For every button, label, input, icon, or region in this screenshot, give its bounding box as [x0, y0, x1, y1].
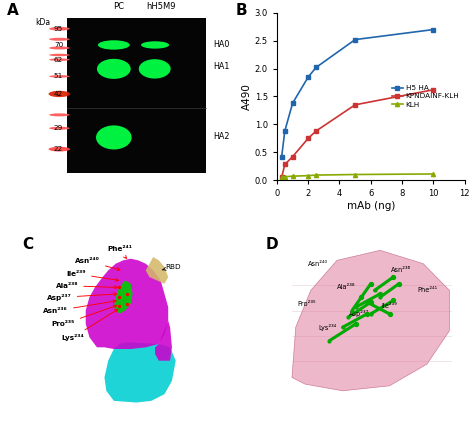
- FancyBboxPatch shape: [67, 18, 206, 173]
- Text: Ile²³⁹: Ile²³⁹: [66, 271, 118, 281]
- Ellipse shape: [141, 41, 169, 49]
- Text: 22: 22: [54, 146, 63, 152]
- Text: Asn²⁴⁰: Asn²⁴⁰: [75, 258, 120, 270]
- Text: Asn²⁴⁰: Asn²⁴⁰: [308, 261, 328, 267]
- H5 HA: [313, 65, 319, 70]
- Text: Pro²³⁵: Pro²³⁵: [52, 305, 117, 327]
- Ellipse shape: [49, 113, 70, 116]
- H5 HA: [279, 154, 284, 159]
- Line: H5 HA: H5 HA: [279, 27, 436, 159]
- Line: KPNDAINF-KLH: KPNDAINF-KLH: [279, 87, 436, 180]
- Polygon shape: [86, 259, 168, 349]
- Polygon shape: [292, 250, 449, 391]
- H5 HA: [352, 37, 358, 42]
- Ellipse shape: [48, 91, 70, 97]
- Legend: H5 HA, KPNDAINF-KLH, KLH: H5 HA, KPNDAINF-KLH, KLH: [391, 84, 461, 109]
- Text: 51: 51: [54, 73, 63, 79]
- Ellipse shape: [97, 59, 131, 79]
- Text: Ile²³⁹: Ile²³⁹: [382, 303, 397, 309]
- Text: Phe²⁴¹: Phe²⁴¹: [417, 288, 437, 294]
- Ellipse shape: [49, 54, 70, 56]
- KPNDAINF-KLH: [290, 154, 295, 159]
- Text: Asn²³⁶: Asn²³⁶: [43, 300, 116, 314]
- KPNDAINF-KLH: [305, 136, 311, 141]
- Polygon shape: [104, 342, 176, 402]
- Text: Lys²³⁴: Lys²³⁴: [319, 324, 337, 331]
- Text: RBD: RBD: [162, 264, 181, 270]
- Text: 70: 70: [54, 42, 63, 48]
- H5 HA: [430, 27, 436, 32]
- X-axis label: mAb (ng): mAb (ng): [346, 201, 395, 211]
- Text: Ala²³⁸: Ala²³⁸: [55, 283, 118, 289]
- Text: hH5M9: hH5M9: [146, 2, 175, 11]
- Text: D: D: [266, 237, 278, 252]
- Text: HA0: HA0: [213, 40, 229, 49]
- Text: C: C: [22, 237, 33, 252]
- KLH: [430, 171, 436, 176]
- KPNDAINF-KLH: [352, 102, 358, 107]
- KPNDAINF-KLH: [430, 87, 436, 92]
- Text: Ala²³⁸: Ala²³⁸: [337, 284, 356, 290]
- Ellipse shape: [49, 58, 70, 61]
- Line: KLH: KLH: [280, 172, 435, 179]
- Polygon shape: [155, 321, 172, 361]
- Ellipse shape: [98, 40, 130, 50]
- Text: Asp²³⁷: Asp²³⁷: [349, 310, 370, 318]
- KLH: [305, 173, 311, 178]
- Text: 42: 42: [54, 91, 63, 97]
- Text: kDa: kDa: [35, 18, 50, 27]
- H5 HA: [305, 74, 311, 80]
- Text: Asp²³⁷: Asp²³⁷: [47, 293, 117, 301]
- Polygon shape: [146, 257, 168, 284]
- Text: 62: 62: [54, 56, 63, 62]
- Polygon shape: [114, 280, 133, 314]
- Ellipse shape: [139, 59, 171, 79]
- Text: Phe²⁴¹: Phe²⁴¹: [107, 247, 132, 259]
- KLH: [279, 175, 284, 180]
- Text: 95: 95: [54, 26, 63, 32]
- Y-axis label: A490: A490: [242, 83, 252, 110]
- Text: PC: PC: [113, 2, 124, 11]
- Ellipse shape: [49, 27, 70, 30]
- Text: A: A: [7, 3, 18, 18]
- KLH: [352, 172, 358, 177]
- Text: 29: 29: [54, 125, 63, 131]
- Text: Pro²³⁵: Pro²³⁵: [298, 301, 316, 307]
- Ellipse shape: [48, 147, 70, 152]
- KPNDAINF-KLH: [282, 162, 288, 167]
- Text: HA1: HA1: [213, 62, 229, 71]
- H5 HA: [290, 101, 295, 106]
- KPNDAINF-KLH: [279, 175, 284, 180]
- Text: HA2: HA2: [213, 132, 230, 141]
- Ellipse shape: [49, 47, 70, 50]
- KPNDAINF-KLH: [313, 128, 319, 134]
- KLH: [282, 174, 288, 179]
- Text: B: B: [236, 3, 247, 18]
- H5 HA: [282, 128, 288, 134]
- Ellipse shape: [96, 125, 132, 149]
- Text: Asn²³⁶: Asn²³⁶: [391, 268, 411, 273]
- Ellipse shape: [49, 127, 70, 130]
- KLH: [313, 172, 319, 178]
- Ellipse shape: [49, 38, 70, 41]
- Text: Lys²³⁴: Lys²³⁴: [61, 309, 118, 341]
- KLH: [290, 174, 295, 179]
- Ellipse shape: [49, 75, 70, 77]
